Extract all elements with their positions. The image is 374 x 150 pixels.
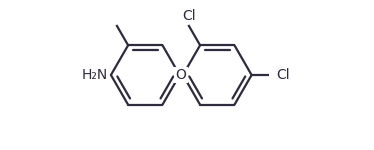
Text: Cl: Cl — [276, 68, 290, 82]
Text: Cl: Cl — [182, 9, 196, 23]
Text: O: O — [175, 68, 186, 82]
Text: H₂N: H₂N — [82, 68, 108, 82]
